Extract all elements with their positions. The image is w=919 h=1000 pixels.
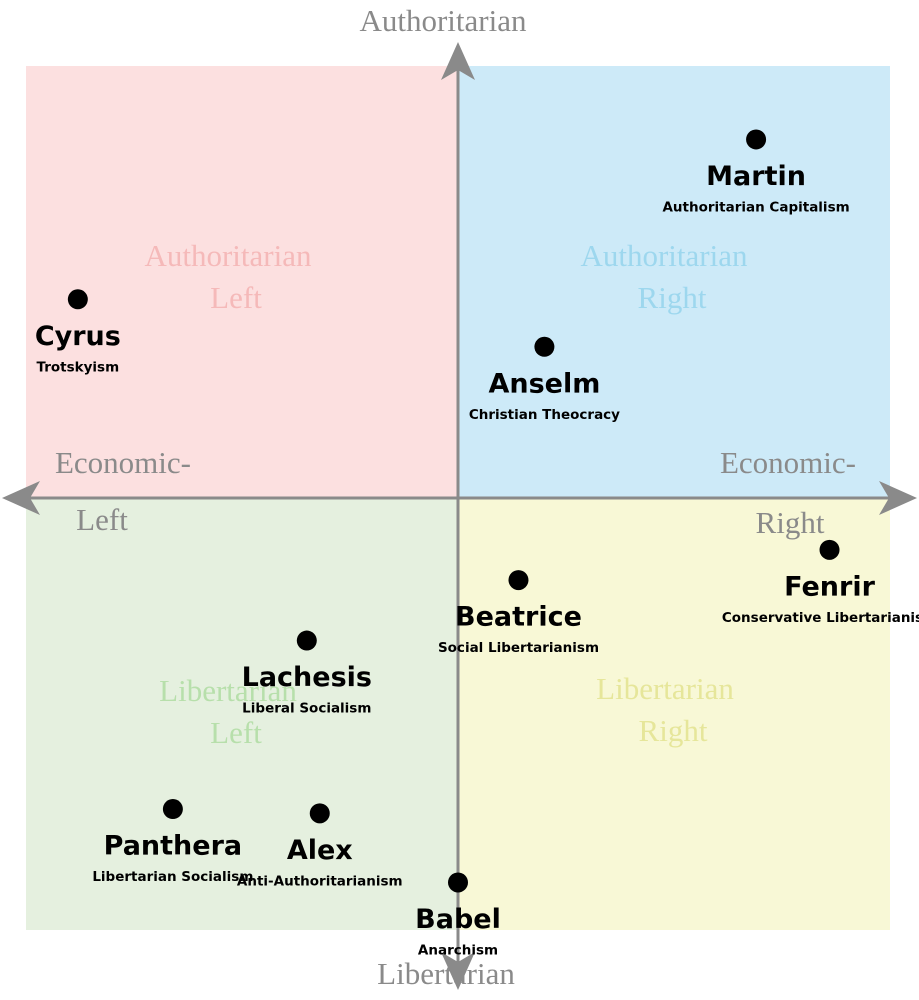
- quadrant-label: Left: [210, 280, 262, 315]
- point: [296, 630, 317, 651]
- point-ideology: Christian Theocracy: [469, 407, 620, 423]
- point: [508, 570, 529, 591]
- point-name: Beatrice: [455, 602, 582, 633]
- axis-label-left: Economic-: [55, 445, 191, 480]
- point-name: Anselm: [488, 368, 600, 399]
- axis-label-right: Economic-: [720, 445, 856, 480]
- point-ideology: Trotskyism: [37, 359, 120, 375]
- axis-label-right: Right: [756, 505, 825, 540]
- point: [448, 872, 468, 893]
- quadrant-label: Authoritarian: [580, 238, 748, 273]
- point: [309, 803, 330, 824]
- point-ideology: Libertarian Socialism: [92, 869, 253, 885]
- point-name: Babel: [415, 904, 501, 935]
- quadrant: [26, 66, 458, 498]
- point-ideology: Authoritarian Capitalism: [662, 199, 849, 215]
- axis-label-bottom: Libertarian: [377, 956, 515, 991]
- point-ideology: Social Libertarianism: [438, 640, 599, 656]
- point-ideology: Anarchism: [418, 942, 498, 958]
- arrow-left: [2, 481, 40, 515]
- point-name: Lachesis: [242, 662, 372, 693]
- point-name: Martin: [706, 161, 806, 192]
- point-name: Fenrir: [784, 571, 875, 602]
- arrow-up: [441, 42, 475, 80]
- quadrant-label: Right: [639, 713, 708, 748]
- quadrant-label: Right: [638, 280, 707, 315]
- arrow-right: [879, 481, 917, 515]
- quadrant: [26, 498, 458, 930]
- quadrant: [458, 498, 890, 930]
- point-name: Alex: [287, 835, 353, 866]
- axis-label-left: Left: [76, 502, 128, 537]
- quadrant-label: Libertarian: [596, 671, 734, 706]
- quadrant-label: Left: [210, 715, 262, 750]
- quadrant-label: Authoritarian: [144, 238, 312, 273]
- point-ideology: Conservative Libertarianism: [722, 610, 919, 626]
- quadrant: [458, 66, 890, 498]
- quadrant-label: Libertarian: [159, 673, 297, 708]
- axis-label-top: Authoritarian: [359, 3, 527, 38]
- point: [162, 799, 183, 820]
- point: [819, 539, 840, 560]
- arrow-down: [441, 952, 475, 990]
- point-ideology: Liberal Socialism: [242, 701, 371, 717]
- point-ideology: Anti-Authoritarianism: [237, 873, 403, 889]
- point: [746, 129, 767, 150]
- point: [67, 289, 88, 310]
- point-name: Cyrus: [35, 321, 121, 352]
- point-name: Panthera: [104, 831, 242, 862]
- point: [534, 336, 555, 357]
